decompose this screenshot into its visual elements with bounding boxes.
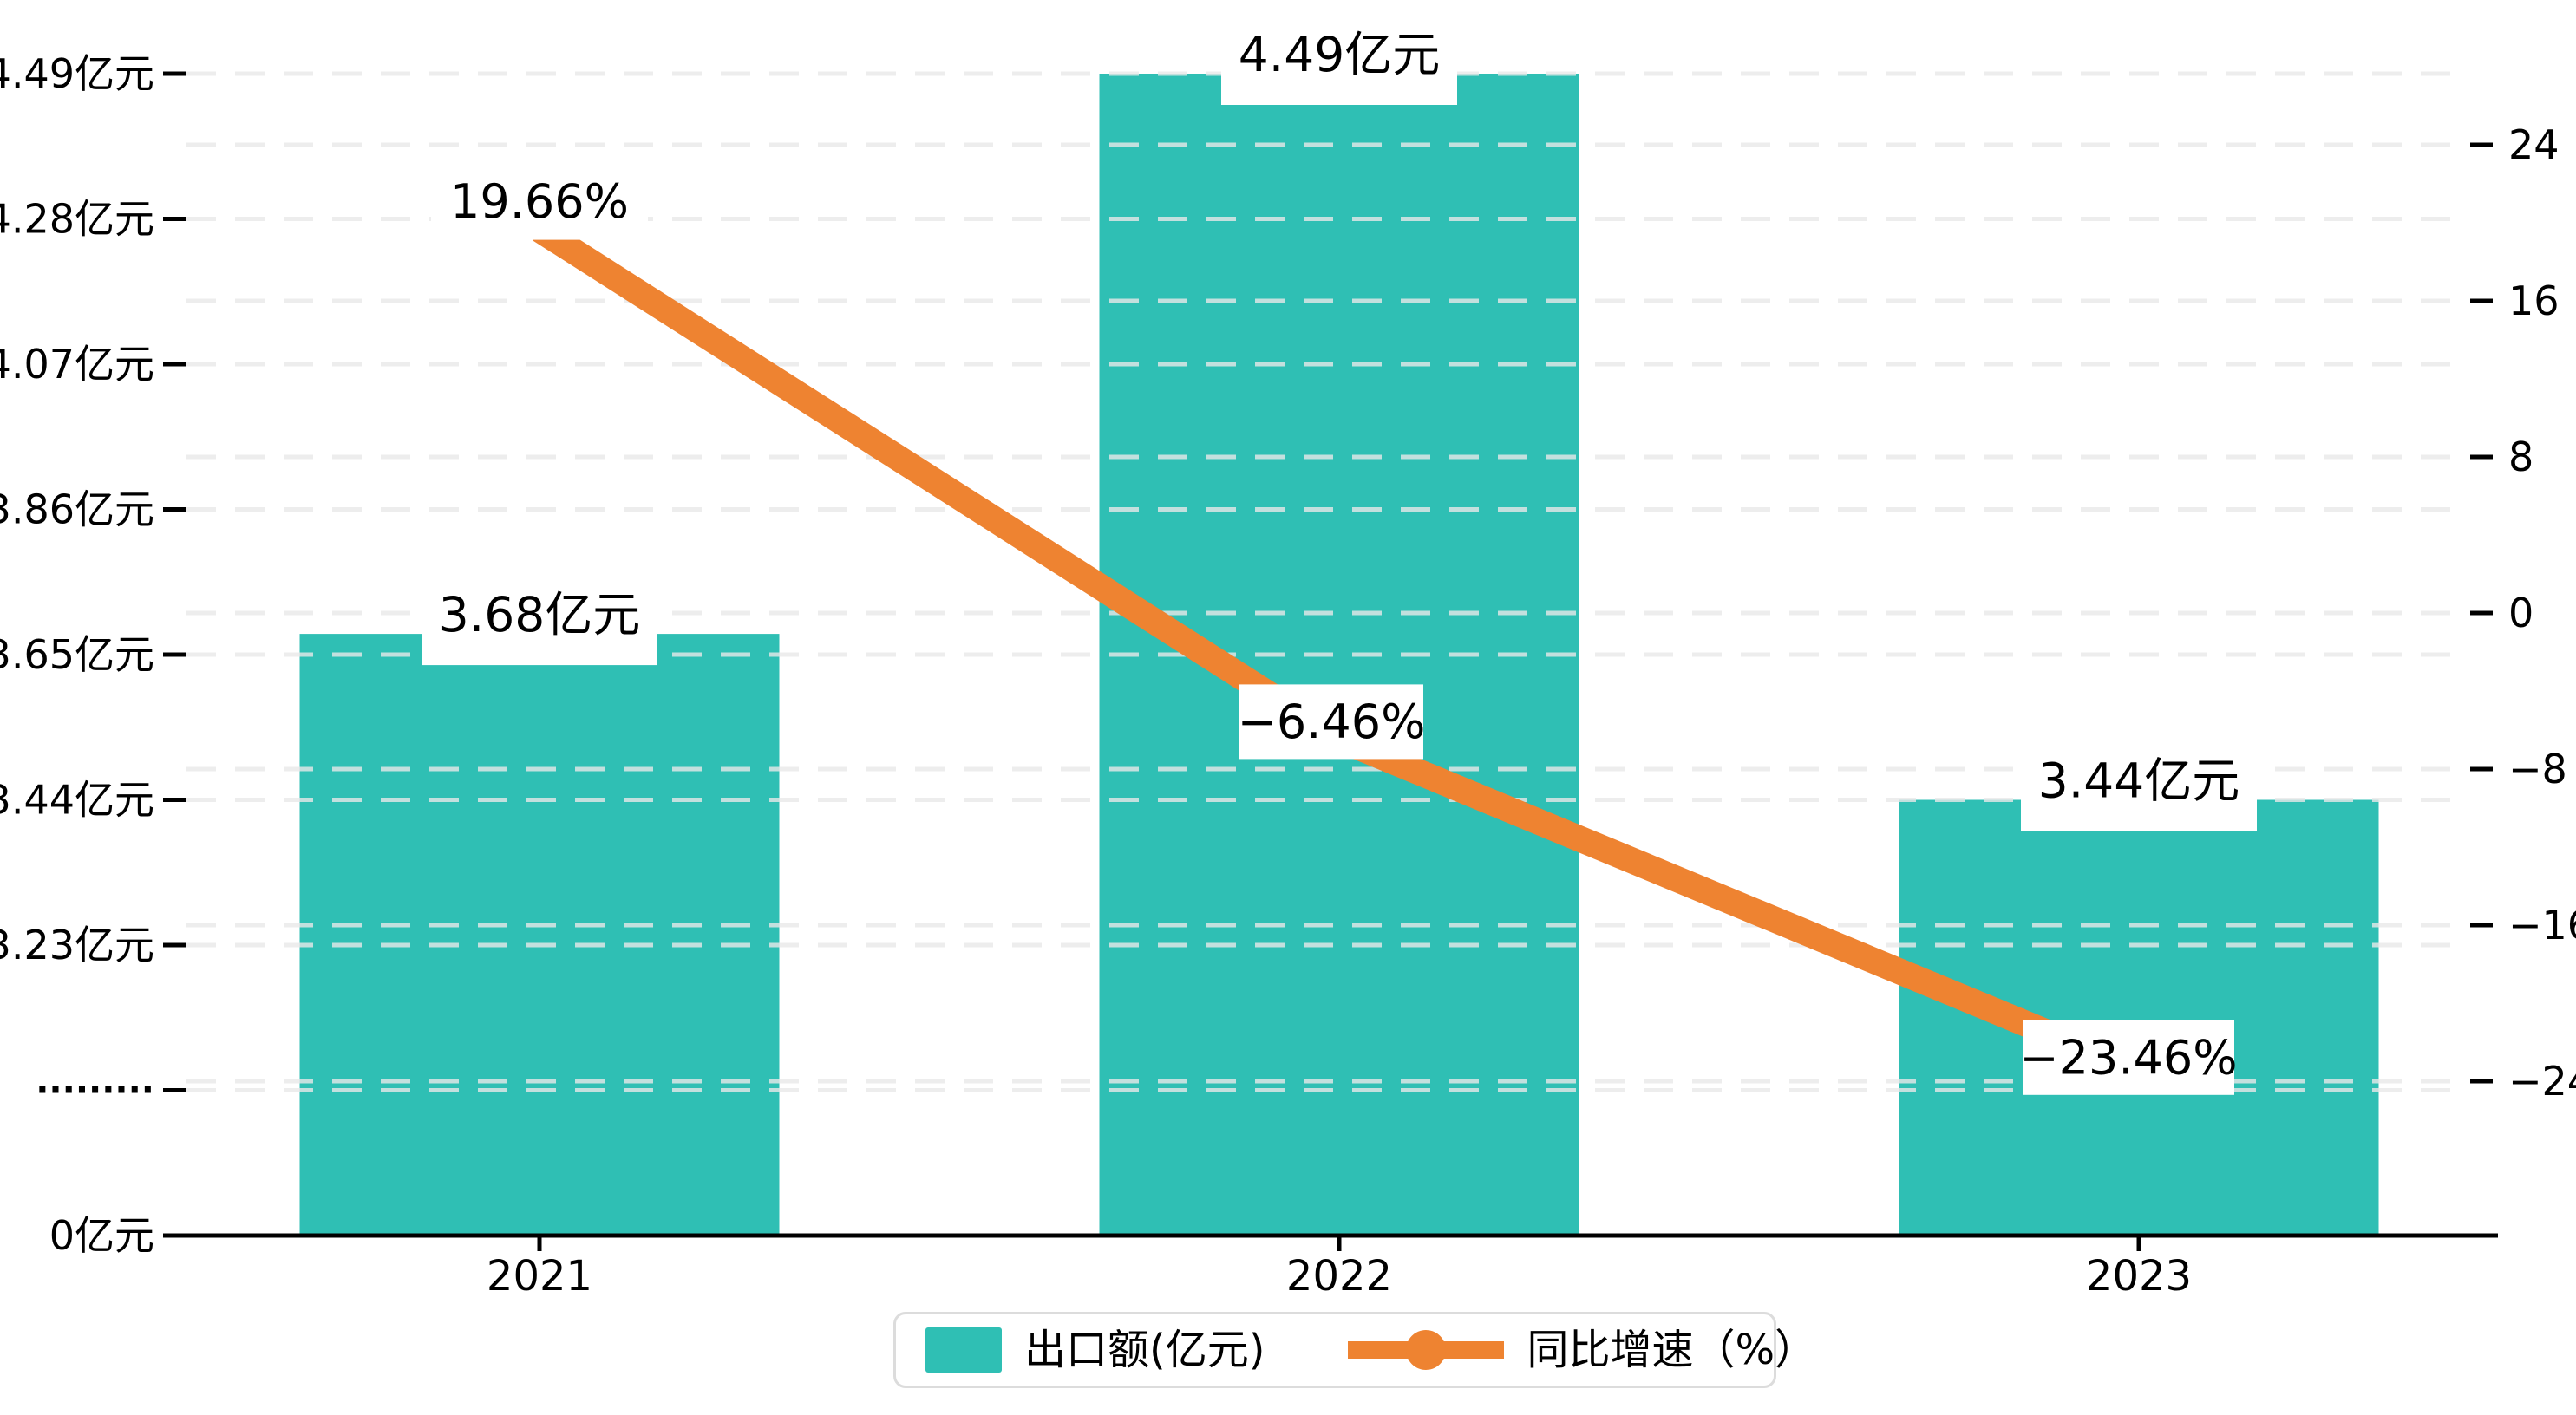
right-axis-label: 16 [2508, 277, 2560, 324]
right-axis-label: 0 [2508, 590, 2534, 636]
right-axis-label: 24 [2508, 121, 2560, 168]
left-axis-label: 4.28亿元 [0, 196, 154, 243]
x-category-label-2023: 2023 [2086, 1252, 2192, 1301]
pct-label-box-2023 [2023, 1020, 2234, 1095]
pct-label-2021: 19.66% [450, 174, 629, 229]
left-axis-label: 3.65亿元 [0, 631, 154, 678]
bar-2021[interactable] [299, 634, 780, 1236]
bar-value-label-2021: 3.68亿元 [439, 587, 640, 642]
legend-item-growth[interactable]: 同比增速（%） [1348, 1327, 1816, 1373]
bar-2023[interactable] [1899, 799, 2379, 1236]
left-axis-label: ········· [36, 1071, 154, 1111]
left-axis-label: 3.44亿元 [0, 777, 154, 824]
pct-label-box-2022 [1239, 684, 1423, 760]
left-axis-label: 3.86亿元 [0, 486, 154, 533]
pct-label-2022: −6.46% [1238, 694, 1426, 749]
legend-label-growth: 同比增速（%） [1527, 1326, 1817, 1374]
pct-label-box-2021 [431, 163, 648, 240]
right-axis-label: 8 [2508, 434, 2534, 480]
left-axis-label: 4.49亿元 [0, 50, 154, 97]
legend-label-export: 出口额(亿元) [1024, 1326, 1265, 1374]
bar-series-swatch [925, 1327, 1002, 1373]
bar-label-box-2022 [1221, 4, 1457, 105]
pct-label-2023: −23.46% [2019, 1030, 2237, 1085]
left-axis-label: 0亿元 [49, 1212, 154, 1259]
right-axis-label: −16 [2508, 902, 2576, 949]
left-axis-label: 4.07亿元 [0, 341, 154, 388]
left-axis-label: 3.23亿元 [0, 922, 154, 968]
line-series-marker [1348, 1327, 1505, 1373]
bar-label-box-2023 [2021, 730, 2257, 831]
legend-item-export[interactable]: 出口额(亿元) [925, 1327, 1265, 1373]
x-category-label-2021: 2021 [487, 1252, 592, 1301]
x-category-label-2022: 2022 [1286, 1252, 1392, 1301]
right-axis-label: −24 [2508, 1058, 2576, 1105]
right-axis-label: −8 [2508, 746, 2567, 792]
bar-value-label-2023: 3.44亿元 [2038, 753, 2239, 809]
bar-label-box-2021 [422, 564, 657, 666]
bar-value-label-2022: 4.49亿元 [1239, 27, 1440, 82]
legend: 出口额(亿元) 同比增速（%） [893, 1312, 1816, 1388]
